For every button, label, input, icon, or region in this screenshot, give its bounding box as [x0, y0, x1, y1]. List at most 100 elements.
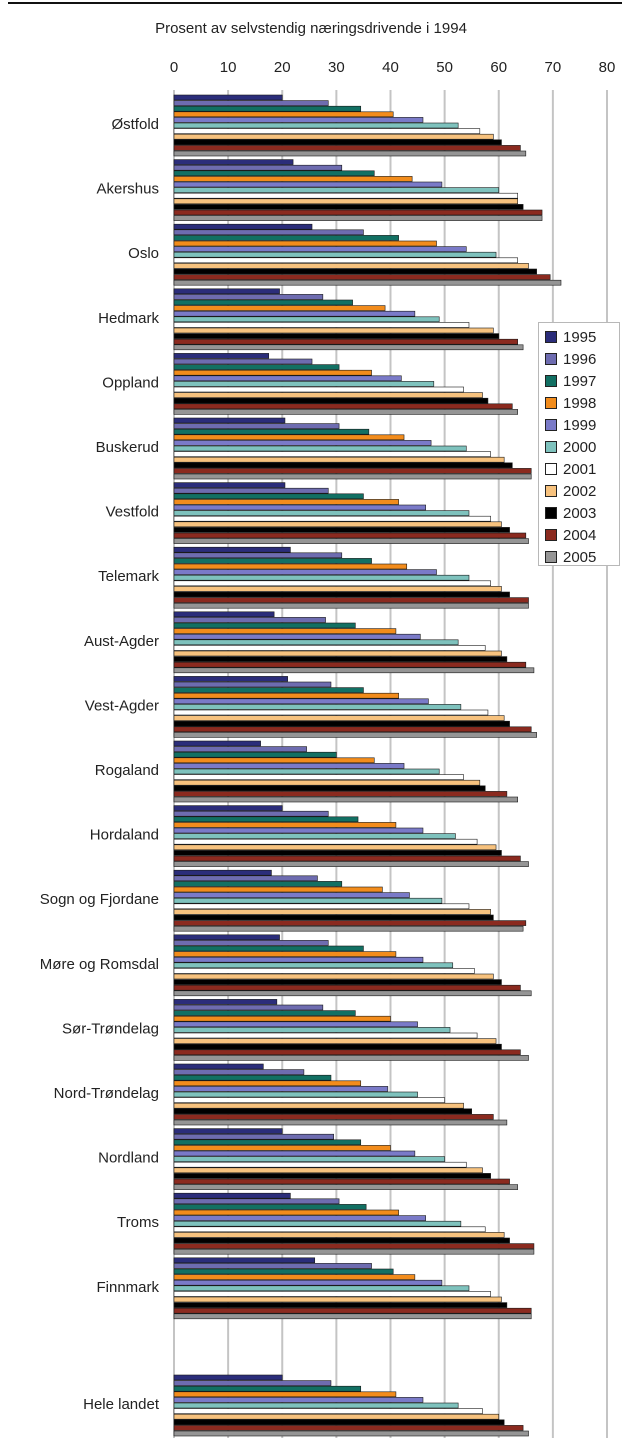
- bar: [173, 1004, 324, 1011]
- bar: [173, 602, 529, 609]
- bar: [173, 945, 364, 952]
- x-tick-label: 20: [274, 59, 291, 76]
- bar: [173, 428, 370, 435]
- legend-label: 2002: [563, 482, 597, 500]
- legend-swatch: [545, 485, 557, 497]
- bar: [173, 111, 394, 118]
- bar: [173, 661, 527, 668]
- legend-swatch: [545, 331, 557, 343]
- bar: [173, 580, 491, 587]
- bar: [173, 558, 372, 564]
- bar: [173, 198, 518, 205]
- bar: [173, 875, 318, 882]
- bar: [173, 1248, 535, 1255]
- legend-swatch: [545, 441, 557, 453]
- category-label: Telemark: [98, 568, 159, 585]
- bar: [173, 1027, 451, 1033]
- category-label: Buskerud: [96, 439, 159, 456]
- bar: [173, 805, 283, 811]
- legend-label: 2000: [563, 438, 597, 456]
- bar: [173, 94, 283, 101]
- bar: [173, 1307, 532, 1314]
- bar: [173, 956, 424, 963]
- bar: [173, 822, 397, 828]
- bar: [173, 499, 399, 505]
- legend-swatch: [545, 463, 557, 475]
- legend-label: 2003: [563, 504, 597, 522]
- category-label: Vestfold: [106, 504, 159, 521]
- category-label: Østfold: [111, 116, 159, 133]
- legend-label: 2004: [563, 526, 597, 544]
- bar: [173, 1291, 491, 1297]
- bar: [173, 774, 464, 780]
- bar: [173, 687, 364, 693]
- bar: [173, 187, 500, 193]
- bar: [173, 827, 424, 834]
- bar: [173, 338, 518, 345]
- bar: [173, 246, 467, 252]
- bar: [173, 810, 329, 817]
- bar: [173, 886, 383, 893]
- bar: [173, 914, 494, 921]
- legend-label: 1996: [563, 350, 597, 368]
- bar: [173, 1049, 521, 1056]
- bar: [173, 757, 375, 764]
- bar: [173, 1296, 502, 1303]
- legend-swatch: [545, 397, 557, 409]
- bar: [173, 850, 502, 856]
- bar: [173, 223, 313, 230]
- bar: [173, 785, 486, 792]
- bar: [173, 1204, 367, 1210]
- bar: [173, 591, 510, 598]
- bar: [173, 676, 288, 682]
- bar: [173, 288, 280, 295]
- bar: [173, 715, 505, 721]
- legend-item: 2004: [539, 524, 619, 546]
- legend-item: 2003: [539, 502, 619, 524]
- bar: [173, 386, 464, 393]
- bar: [173, 552, 343, 559]
- bar: [173, 925, 524, 932]
- bar: [173, 445, 467, 452]
- bar: [173, 1038, 497, 1044]
- legend-swatch: [545, 375, 557, 387]
- bar: [173, 720, 510, 727]
- bar: [173, 1161, 467, 1168]
- bar: [173, 117, 424, 123]
- bar: [173, 740, 261, 747]
- legend-item: 1996: [539, 348, 619, 370]
- bar: [173, 1425, 524, 1431]
- category-label: Oslo: [128, 245, 159, 262]
- legend-swatch: [545, 529, 557, 541]
- bar: [173, 487, 329, 494]
- bar: [173, 563, 408, 570]
- bar: [173, 586, 502, 592]
- bar: [173, 1374, 283, 1381]
- bar: [173, 1209, 399, 1216]
- bar: [173, 434, 405, 441]
- bar: [173, 139, 502, 146]
- bar: [173, 681, 332, 688]
- bar: [173, 709, 489, 716]
- bar: [173, 692, 399, 699]
- bar: [173, 1102, 464, 1109]
- legend-label: 2005: [563, 548, 597, 566]
- bar: [173, 375, 402, 382]
- bar: [173, 504, 426, 511]
- bar: [173, 510, 470, 516]
- bar: [173, 229, 364, 236]
- bar: [173, 493, 364, 500]
- legend-label: 2001: [563, 460, 597, 478]
- bar: [173, 1279, 443, 1286]
- bar: [173, 732, 537, 738]
- x-tick-label: 80: [599, 59, 616, 76]
- x-tick-label: 40: [382, 59, 399, 76]
- bar: [173, 235, 399, 241]
- legend-item: 1997: [539, 370, 619, 392]
- bar: [173, 1220, 462, 1227]
- bar: [173, 333, 500, 339]
- bar: [173, 1080, 362, 1087]
- bar: [173, 1055, 529, 1061]
- bar: [173, 1150, 416, 1157]
- bar: [173, 1268, 394, 1275]
